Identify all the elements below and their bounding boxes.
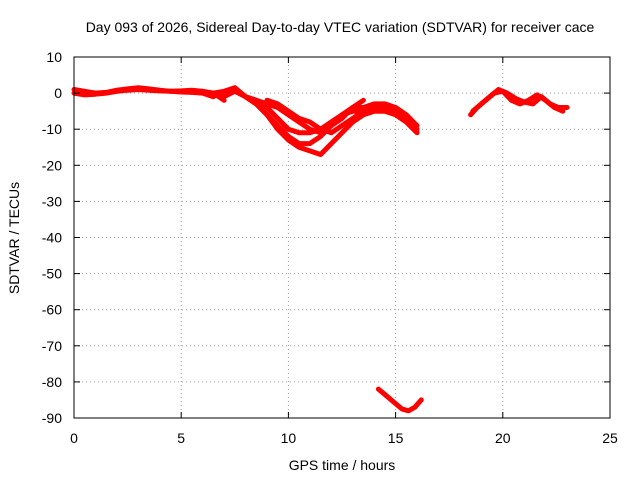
series-arc-7 [264, 97, 420, 136]
y-axis-label: SDTVAR / TECUs [6, 182, 22, 294]
y-tick-label: -60 [42, 302, 62, 318]
series-arc-8 [375, 386, 424, 414]
x-tick-label: 10 [281, 430, 297, 446]
y-tick-label: -90 [42, 410, 62, 426]
series-arc-6 [243, 94, 366, 136]
x-tick-label: 15 [388, 430, 404, 446]
y-tick-label: -50 [42, 266, 62, 282]
y-tick-label: -80 [42, 374, 62, 390]
x-tick-label: 25 [602, 430, 618, 446]
y-tick-labels: 10 0 -10 -20 -30 -40 -50 -60 -70 -80 -90 [42, 49, 62, 426]
y-tick-label: -40 [42, 230, 62, 246]
x-tick-labels: 0 5 10 15 20 25 [70, 430, 618, 446]
series-arc-5 [232, 87, 420, 157]
y-tick-label: 10 [46, 49, 62, 65]
y-tick-label: -30 [42, 193, 62, 209]
x-tick-label: 0 [70, 430, 78, 446]
chart-title: Day 093 of 2026, Sidereal Day-to-day VTE… [86, 19, 595, 35]
y-tick-label: -70 [42, 338, 62, 354]
y-tick-label: -20 [42, 157, 62, 173]
y-tick-label: 0 [54, 85, 62, 101]
data-series [71, 85, 570, 414]
series-arc-10 [470, 87, 570, 114]
x-axis-label: GPS time / hours [289, 457, 396, 473]
y-tick-label: -10 [42, 121, 62, 137]
axis-ticks [73, 56, 611, 419]
x-tick-label: 20 [495, 430, 511, 446]
x-tick-label: 5 [177, 430, 185, 446]
grid-lines [74, 57, 610, 418]
